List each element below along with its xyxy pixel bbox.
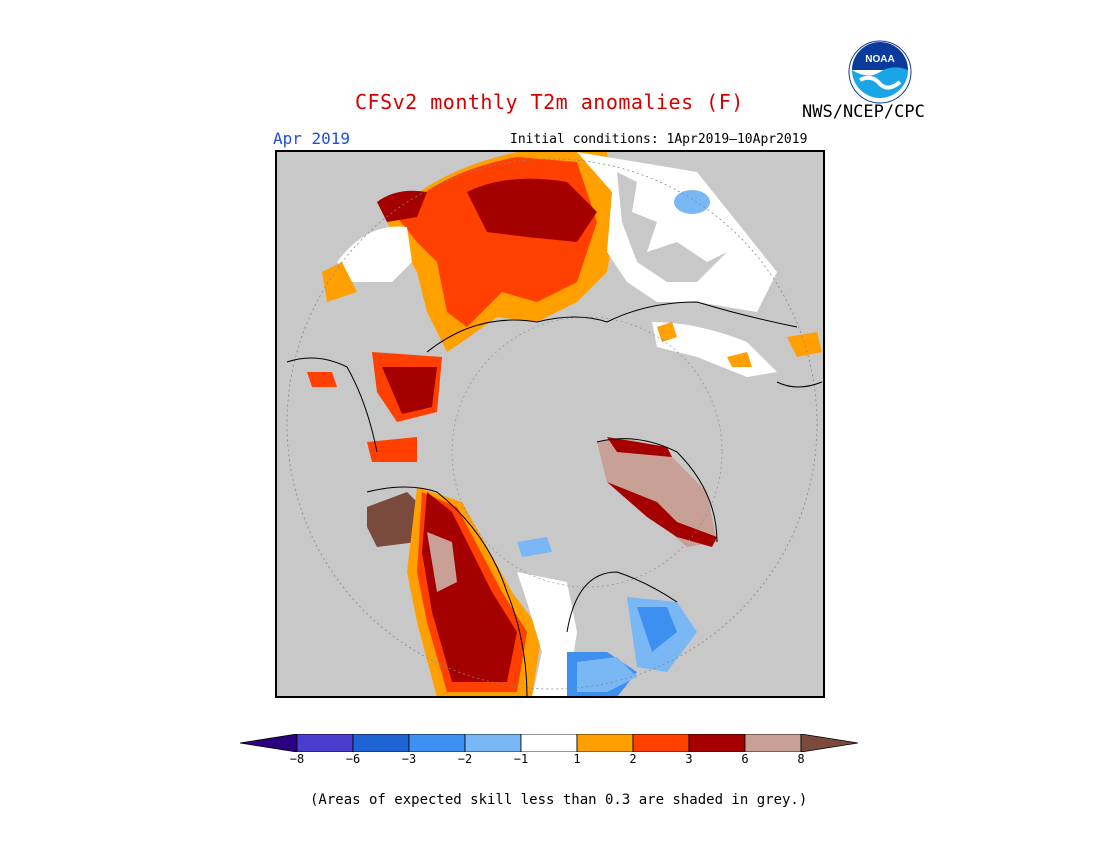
- colorbar-tick-label: −6: [345, 752, 361, 766]
- colorbar-tick-label: 3: [685, 752, 693, 766]
- colorbar-tick-label: −3: [401, 752, 417, 766]
- noaa-logo: NOAA: [848, 40, 912, 104]
- map-title: CFSv2 monthly T2m anomalies (F): [355, 90, 744, 114]
- colorbar-tick-label: 8: [797, 752, 805, 766]
- colorbar-swatch: [464, 733, 522, 753]
- anomaly-region-west-white: [337, 226, 412, 282]
- forecast-month: Apr 2019: [273, 129, 351, 148]
- colorbar-tick-label: −1: [513, 752, 529, 766]
- colorbar-swatch: [352, 733, 410, 753]
- colorbar-arrow-low: [239, 733, 298, 753]
- colorbar: [239, 733, 860, 756]
- colorbar-tick-label: 6: [741, 752, 749, 766]
- polar-map: [275, 150, 825, 698]
- colorbar-swatch: [408, 733, 466, 753]
- colorbar-swatch: [688, 733, 746, 753]
- colorbar-swatch: [632, 733, 690, 753]
- anomaly-region-europe-darkred-2: [377, 190, 427, 222]
- colorbar-tick-label: −8: [289, 752, 305, 766]
- logo-text: NOAA: [865, 54, 894, 65]
- skill-note: (Areas of expected skill less than 0.3 a…: [310, 792, 808, 808]
- colorbar-swatch: [744, 733, 802, 753]
- anomaly-region-greenland: [597, 438, 717, 547]
- colorbar-ticks: −8 −6 −3 −2 −1 1 2 3 6 8: [240, 752, 860, 770]
- colorbar-swatch: [520, 733, 578, 753]
- colorbar-tick-label: 1: [573, 752, 581, 766]
- initial-conditions: Initial conditions: 1Apr2019–10Apr2019: [510, 132, 808, 147]
- colorbar-tick-label: 2: [629, 752, 637, 766]
- colorbar-arrow-high: [800, 733, 859, 753]
- colorbar-swatch: [576, 733, 634, 753]
- anomaly-region-west-orange: [322, 262, 357, 302]
- colorbar-swatch: [296, 733, 354, 753]
- colorbar-tick-label: −2: [457, 752, 473, 766]
- anomaly-region-canada-white: [517, 572, 577, 696]
- organization-label: NWS/NCEP/CPC: [802, 102, 925, 122]
- anomaly-region-europe-darkred: [467, 178, 597, 242]
- anomaly-region-siberia-grey: [617, 172, 727, 282]
